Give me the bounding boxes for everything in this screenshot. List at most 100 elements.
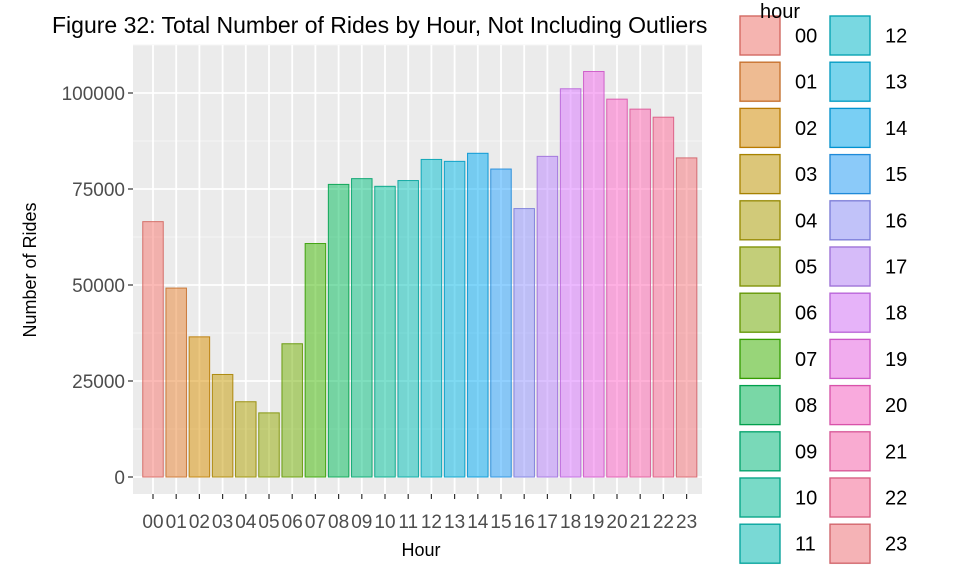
x-tick-label: 21 xyxy=(630,512,651,533)
legend-swatch-18 xyxy=(829,292,871,333)
bar-07 xyxy=(304,243,327,478)
x-tick-label: 07 xyxy=(305,512,326,533)
bar-01 xyxy=(165,287,187,478)
x-tick-label: 05 xyxy=(258,512,279,533)
legend-swatch-12 xyxy=(829,15,871,56)
bar-02 xyxy=(188,336,211,478)
legend-swatch-03 xyxy=(739,153,781,195)
legend-label: 14 xyxy=(885,118,907,140)
x-tick-label: 16 xyxy=(514,512,535,533)
bar-12 xyxy=(420,158,443,478)
bar-19 xyxy=(583,70,605,478)
legend-label: 20 xyxy=(885,395,907,417)
bar-08 xyxy=(327,183,350,478)
legend-swatch-19 xyxy=(829,338,871,380)
x-tick-label: 18 xyxy=(560,512,581,533)
bar-16 xyxy=(513,208,535,478)
legend-swatch-16 xyxy=(829,200,871,241)
legend-swatch-04 xyxy=(739,200,781,241)
legend: 00 01 02 03 04 05 06 07 08 09 10 11 12 13 14 15 16 17 18 19… xyxy=(739,15,907,565)
legend-label: 01 xyxy=(795,72,817,94)
x-tick-label: 00 xyxy=(142,512,163,533)
legend-swatch-01 xyxy=(739,61,781,102)
bar-13 xyxy=(443,160,466,478)
legend-label: 22 xyxy=(885,488,907,510)
y-tick-label: 25000 xyxy=(72,372,125,393)
x-tick-label: 06 xyxy=(282,512,303,533)
x-tick-label: 12 xyxy=(421,512,442,533)
bar-05 xyxy=(258,412,280,478)
legend-label: 19 xyxy=(885,349,907,371)
legend-label: 09 xyxy=(795,441,817,463)
legend-swatch-07 xyxy=(739,338,781,380)
legend-label: 07 xyxy=(795,349,817,371)
legend-label: 10 xyxy=(795,488,817,510)
legend-swatch-06 xyxy=(739,292,781,333)
legend-swatch-08 xyxy=(739,384,781,426)
y-axis: 0 25000 50000 75000 100000 xyxy=(62,84,133,489)
x-tick-label: 03 xyxy=(212,512,233,533)
bar-22 xyxy=(652,116,675,478)
legend-swatch-02 xyxy=(739,107,781,149)
legend-label: 15 xyxy=(885,164,907,186)
legend-swatch-22 xyxy=(829,477,871,518)
bar-03 xyxy=(211,373,234,478)
legend-swatch-15 xyxy=(829,153,871,195)
bar-00 xyxy=(142,221,164,478)
bar-23 xyxy=(675,157,698,478)
chart-title: Figure 32: Total Number of Rides by Hour… xyxy=(52,12,707,38)
x-tick-label: 14 xyxy=(467,512,489,533)
legend-label: 11 xyxy=(795,534,816,556)
legend-swatch-11 xyxy=(739,523,781,564)
x-tick-label: 22 xyxy=(653,512,674,533)
y-tick-label: 75000 xyxy=(72,180,125,201)
legend-label: 02 xyxy=(795,118,817,140)
legend-label: 21 xyxy=(885,441,907,463)
legend-label: 04 xyxy=(795,210,817,232)
x-tick-label: 15 xyxy=(490,512,511,533)
x-tick-label: 20 xyxy=(606,512,627,533)
x-axis-title: Hour xyxy=(401,540,440,560)
legend-label: 05 xyxy=(795,257,817,279)
legend-label: 18 xyxy=(885,303,907,325)
legend-swatch-13 xyxy=(829,61,871,102)
bar-17 xyxy=(536,155,559,478)
x-tick-label: 11 xyxy=(398,512,418,533)
legend-label: 17 xyxy=(885,257,907,279)
bar-11 xyxy=(397,180,419,478)
legend-label: 16 xyxy=(885,210,907,232)
x-tick-label: 09 xyxy=(351,512,372,533)
bar-20 xyxy=(606,98,628,478)
bar-21 xyxy=(629,108,651,478)
bars xyxy=(142,70,698,478)
y-axis-title: Number of Rides xyxy=(20,202,40,337)
x-tick-label: 08 xyxy=(328,512,349,533)
legend-swatch-14 xyxy=(829,107,871,149)
legend-swatch-09 xyxy=(739,431,781,472)
bar-09 xyxy=(351,178,373,478)
bar-18 xyxy=(559,88,582,478)
bar-04 xyxy=(235,401,257,478)
x-tick-label: 13 xyxy=(444,512,465,533)
x-tick-label: 01 xyxy=(166,512,187,533)
y-tick-label: 100000 xyxy=(62,84,125,105)
legend-label: 00 xyxy=(795,26,817,48)
bar-15 xyxy=(490,168,512,478)
legend-label: 06 xyxy=(795,303,817,325)
legend-swatch-21 xyxy=(829,431,871,472)
bar-14 xyxy=(467,152,489,478)
legend-swatch-17 xyxy=(829,246,871,287)
x-tick-label: 02 xyxy=(189,512,210,533)
legend-title: hour xyxy=(760,1,800,23)
legend-swatch-00 xyxy=(739,15,781,56)
x-tick-label: 10 xyxy=(374,512,395,533)
x-tick-label: 17 xyxy=(537,512,558,533)
x-tick-label: 04 xyxy=(235,512,257,533)
legend-label: 13 xyxy=(885,72,907,94)
legend-swatch-05 xyxy=(739,246,781,287)
legend-swatch-23 xyxy=(829,523,871,564)
legend-swatch-20 xyxy=(829,384,871,426)
bar-06 xyxy=(281,343,303,478)
legend-label: 08 xyxy=(795,395,817,417)
